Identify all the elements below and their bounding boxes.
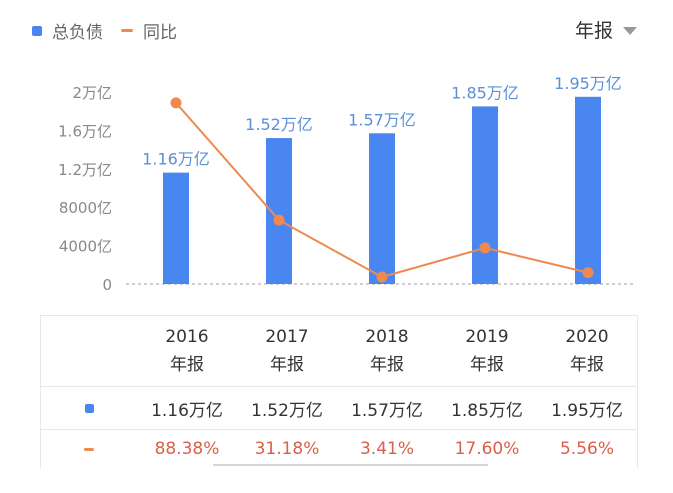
legend-line-label: 同比: [143, 23, 177, 43]
table-header-year: 2019: [465, 327, 509, 347]
bar-line-chart: 0 4000亿 8000亿 1.2万亿 1.6万亿 2万亿 1.16万亿 1.52万亿 1.57…: [58, 74, 636, 294]
line-point: [582, 267, 594, 279]
table-row-line-marker-cell: [41, 430, 137, 468]
bar-data-label: 1.85万亿: [451, 83, 519, 102]
y-tick-label: 0: [102, 276, 112, 294]
table-header-year: 2020: [565, 327, 609, 347]
period-selector-label: 年报: [574, 20, 613, 42]
line-point: [170, 97, 182, 109]
line-point: [273, 214, 285, 226]
bar-series-marker-icon: [84, 403, 94, 413]
table-row-bar: 1.16万亿 1.52万亿 1.57万亿 1.85万亿 1.95万亿: [41, 387, 637, 430]
legend-item-line[interactable]: 同比: [121, 18, 177, 43]
table-cell-bar-value: 1.85万亿: [451, 400, 523, 421]
table-header-period: 年报: [370, 355, 404, 375]
bar-data-label: 1.16万亿: [142, 150, 210, 169]
table-header-corner: [41, 316, 137, 386]
table-cell-line-value: 31.18%: [254, 439, 320, 459]
chevron-down-icon: [623, 26, 637, 35]
y-tick-label: 1.2万亿: [58, 161, 112, 179]
table-cell-bar-value: 1.52万亿: [251, 400, 323, 421]
line-series-marker-icon: [84, 447, 94, 451]
legend-bar-label: 总负债: [52, 23, 103, 43]
table-row-line: 88.38% 31.18% 3.41% 17.60% 5.56%: [41, 430, 637, 468]
legend-item-bar[interactable]: 总负债: [32, 18, 103, 43]
table-header-cell: 2016 年报: [137, 316, 237, 386]
table-cell-bar-value: 1.95万亿: [551, 400, 623, 421]
legend-line-swatch: [121, 29, 133, 32]
bar-data-label: 1.52万亿: [245, 115, 313, 134]
table-header-cell: 2017 年报: [237, 316, 337, 386]
table-cell-line-value: 3.41%: [359, 439, 414, 459]
y-tick-label: 1.6万亿: [58, 122, 112, 140]
y-tick-label: 2万亿: [72, 84, 112, 102]
legend-bar-swatch: [32, 25, 42, 36]
y-tick-label: 4000亿: [59, 238, 112, 256]
table-cell-line-value: 5.56%: [559, 439, 614, 459]
table-header-year: 2018: [365, 327, 409, 347]
table-cell-bar-value: 1.16万亿: [151, 400, 223, 421]
data-table: 2016 年报 2017 年报 2018 年报 2019 年报 2020 年报 1.16万亿 1.5…: [40, 315, 638, 468]
table-cell-bar-value: 1.57万亿: [351, 400, 423, 421]
table-cell-line-value: 88.38%: [154, 439, 220, 459]
table-header-period: 年报: [470, 355, 504, 375]
table-header-row: 2016 年报 2017 年报 2018 年报 2019 年报 2020 年报: [41, 316, 637, 387]
table-header-year: 2016: [165, 327, 209, 347]
bar-data-label: 1.95万亿: [554, 74, 622, 93]
bar-data-label: 1.57万亿: [348, 110, 416, 129]
table-header-period: 年报: [170, 355, 204, 375]
period-selector[interactable]: 年报: [575, 16, 637, 43]
horizontal-scrollbar[interactable]: [213, 464, 488, 466]
table-header-cell: 2020 年报: [537, 316, 637, 386]
table-header-period: 年报: [570, 355, 604, 375]
table-row-bar-marker-cell: [41, 387, 137, 429]
bar: [575, 96, 601, 284]
line-point: [376, 271, 388, 283]
table-header-year: 2017: [265, 327, 309, 347]
table-header-cell: 2019 年报: [437, 316, 537, 386]
legend: 总负债 同比: [32, 18, 195, 43]
bar: [369, 133, 395, 284]
line-point: [479, 242, 491, 254]
table-cell-line-value: 17.60%: [454, 439, 520, 459]
table-header-period: 年报: [270, 355, 304, 375]
bar: [163, 172, 189, 284]
table-header-cell: 2018 年报: [337, 316, 437, 386]
bar: [472, 106, 498, 285]
y-tick-label: 8000亿: [59, 199, 112, 217]
